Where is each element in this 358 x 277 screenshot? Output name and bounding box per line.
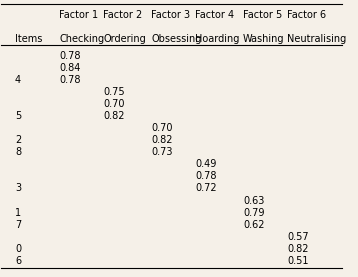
- Text: 0.70: 0.70: [103, 99, 125, 109]
- Text: 0.51: 0.51: [287, 256, 309, 266]
- Text: 2: 2: [15, 135, 21, 145]
- Text: 0.49: 0.49: [195, 159, 217, 169]
- Text: 0.75: 0.75: [103, 87, 125, 97]
- Text: 6: 6: [15, 256, 21, 266]
- Text: Hoarding: Hoarding: [195, 34, 240, 44]
- Text: 0.79: 0.79: [243, 207, 265, 218]
- Text: 0.82: 0.82: [287, 244, 309, 254]
- Text: Washing: Washing: [243, 34, 285, 44]
- Text: 4: 4: [15, 75, 21, 85]
- Text: Ordering: Ordering: [103, 34, 146, 44]
- Text: Factor 2: Factor 2: [103, 10, 143, 20]
- Text: Factor 5: Factor 5: [243, 10, 282, 20]
- Text: Items: Items: [15, 34, 42, 44]
- Text: Factor 3: Factor 3: [151, 10, 190, 20]
- Text: 0.78: 0.78: [59, 75, 81, 85]
- Text: Factor 6: Factor 6: [287, 10, 326, 20]
- Text: 0.70: 0.70: [151, 123, 173, 133]
- Text: 7: 7: [15, 220, 21, 230]
- Text: 0.78: 0.78: [195, 171, 217, 181]
- Text: Factor 1: Factor 1: [59, 10, 98, 20]
- Text: 0.82: 0.82: [103, 111, 125, 121]
- Text: Neutralising: Neutralising: [287, 34, 347, 44]
- Text: 0.84: 0.84: [59, 63, 81, 73]
- Text: 0.57: 0.57: [287, 232, 309, 242]
- Text: Checking: Checking: [59, 34, 105, 44]
- Text: 0.72: 0.72: [195, 183, 217, 193]
- Text: 5: 5: [15, 111, 21, 121]
- Text: Obsessing: Obsessing: [151, 34, 202, 44]
- Text: 1: 1: [15, 207, 21, 218]
- Text: 3: 3: [15, 183, 21, 193]
- Text: 0: 0: [15, 244, 21, 254]
- Text: 0.62: 0.62: [243, 220, 265, 230]
- Text: 0.73: 0.73: [151, 147, 173, 157]
- Text: 8: 8: [15, 147, 21, 157]
- Text: 0.82: 0.82: [151, 135, 173, 145]
- Text: 0.63: 0.63: [243, 196, 265, 206]
- Text: 0.78: 0.78: [59, 51, 81, 61]
- Text: Factor 4: Factor 4: [195, 10, 234, 20]
